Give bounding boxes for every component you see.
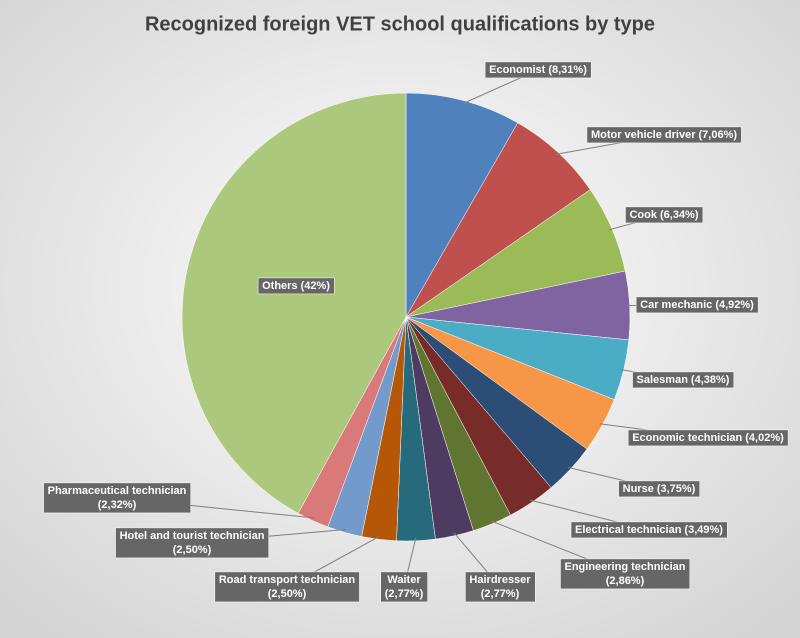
value-label: (4,38%)	[691, 374, 730, 386]
value-label: (2,50%)	[268, 588, 307, 600]
value-label: (7,06%)	[699, 129, 738, 141]
data-label: Electrical technician (3,49%)	[570, 521, 728, 539]
label-box	[380, 571, 428, 603]
category-name: Others	[262, 280, 297, 292]
category-name: Economist	[489, 64, 546, 76]
data-label: Economic technician (4,02%)	[627, 429, 789, 447]
label-text: Engineering technician (2,86%)	[564, 561, 685, 587]
category-name: Waiter	[387, 574, 421, 586]
data-label: Hairdresser (2,77%)	[465, 571, 536, 603]
label-text: Car mechanic (4,92%)	[640, 299, 754, 311]
label-text: Economist (8,31%)	[489, 64, 587, 76]
value-label: (3,49%)	[684, 524, 723, 536]
label-text: Electrical technician (3,49%)	[575, 524, 723, 536]
data-label: Nurse (3,75%)	[618, 480, 700, 498]
data-label: Salesman (4,38%)	[632, 371, 735, 389]
label-box	[635, 296, 759, 314]
data-label: Hotel and tourist technician (2,50%)	[115, 527, 269, 559]
label-box	[618, 480, 700, 498]
category-name: Road transport technician	[219, 574, 356, 586]
value-label: (2,32%)	[98, 499, 137, 511]
label-box	[586, 126, 742, 144]
label-box	[632, 371, 735, 389]
data-label: Cook (6,34%)	[625, 206, 704, 224]
category-name: Nurse	[623, 483, 654, 495]
category-name: Engineering technician	[564, 561, 685, 573]
label-box	[570, 521, 728, 539]
label-box	[214, 571, 360, 603]
data-label: Road transport technician (2,50%)	[214, 571, 360, 603]
value-label: (2,50%)	[173, 544, 212, 556]
label-text: Road transport technician (2,50%)	[219, 574, 356, 600]
category-name: Hotel and tourist technician	[120, 530, 265, 542]
value-label: (4,02%)	[745, 432, 784, 444]
category-name: Pharmaceutical technician	[48, 485, 187, 497]
data-label: Engineering technician (2,86%)	[560, 558, 691, 590]
label-text: Pharmaceutical technician (2,32%)	[48, 485, 187, 511]
data-label: Motor vehicle driver (7,06%)	[586, 126, 742, 144]
value-label: (42%)	[301, 280, 331, 292]
labels: Economist (8,31%) Motor vehicle driver (7,0…	[43, 61, 789, 603]
label-text: Salesman (4,38%)	[637, 374, 730, 386]
data-label: Others (42%)	[257, 277, 335, 295]
label-text: Motor vehicle driver (7,06%)	[591, 129, 737, 141]
value-label: (2,77%)	[385, 588, 424, 600]
label-box	[115, 527, 269, 559]
category-name: Car mechanic	[640, 299, 712, 311]
chart-title: Recognized foreign VET school qualificat…	[145, 13, 655, 35]
label-box	[625, 206, 704, 224]
category-name: Motor vehicle driver	[591, 129, 696, 141]
label-box	[465, 571, 536, 603]
value-label: (2,77%)	[481, 588, 520, 600]
category-name: Hairdresser	[469, 574, 531, 586]
label-box	[560, 558, 691, 590]
label-text: Economic technician (4,02%)	[632, 432, 784, 444]
data-label: Waiter (2,77%)	[380, 571, 428, 603]
pie-slice	[181, 92, 407, 514]
value-label: (8,31%)	[548, 64, 587, 76]
label-text: Cook (6,34%)	[629, 209, 698, 221]
category-name: Cook	[629, 209, 657, 221]
label-text: Waiter (2,77%)	[385, 574, 424, 600]
slices	[181, 92, 631, 542]
category-name: Electrical technician	[575, 524, 682, 536]
category-name: Salesman	[637, 374, 689, 386]
label-text: Hairdresser (2,77%)	[469, 574, 531, 600]
label-box	[627, 429, 789, 447]
label-box	[43, 482, 191, 514]
label-text: Others (42%)	[262, 280, 330, 292]
label-text: Nurse (3,75%)	[623, 483, 696, 495]
data-label: Pharmaceutical technician (2,32%)	[43, 482, 191, 514]
label-box	[484, 61, 592, 79]
pie-slice	[405, 92, 519, 318]
value-label: (6,34%)	[660, 209, 699, 221]
value-label: (4,92%)	[715, 299, 754, 311]
value-label: (2,86%)	[606, 575, 645, 587]
label-box	[257, 277, 335, 295]
category-name: Economic technician	[632, 432, 742, 444]
data-label: Car mechanic (4,92%)	[635, 296, 759, 314]
value-label: (3,75%)	[657, 483, 696, 495]
label-text: Hotel and tourist technician (2,50%)	[120, 530, 265, 556]
data-label: Economist (8,31%)	[484, 61, 592, 79]
